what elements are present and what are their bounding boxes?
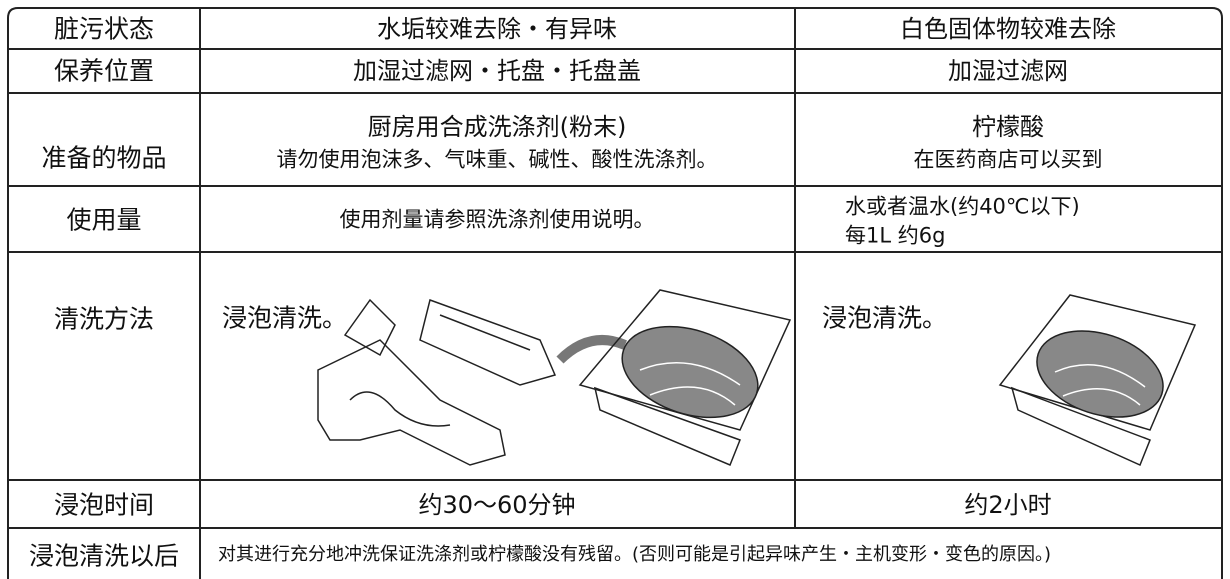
cell-note: 在医药商店可以买到 <box>913 147 1103 172</box>
cell-note: 请勿使用泡沫多、气味重、碱性、酸性洗涤剂。 <box>276 147 718 172</box>
cell-line: 每1L 约6g <box>845 223 946 248</box>
row-label: 清洗方法 <box>53 304 155 334</box>
cell-title: 厨房用合成洗涤剂(粉末) <box>367 113 627 141</box>
cell: 加湿过滤网 <box>948 57 1068 85</box>
cell: 约2小时 <box>964 491 1052 519</box>
row-label: 准备的物品 <box>41 143 167 173</box>
cell: 约30～60分钟 <box>418 491 576 519</box>
row-label: 脏污状态 <box>53 14 155 44</box>
illustration-parts <box>317 298 557 466</box>
row-label: 使用量 <box>66 205 142 235</box>
cell: 浸泡清洗。 <box>222 303 348 333</box>
row-label: 浸泡清洗以后 <box>28 541 180 571</box>
cell: 水垢较难去除・有异味 <box>377 15 617 43</box>
cell-title: 柠檬酸 <box>972 113 1044 141</box>
cell: 对其进行充分地冲洗保证洗涤剂或柠檬酸没有残留。(否则可能是引起异味产生・主机变形… <box>218 544 1052 565</box>
arrow <box>556 335 627 364</box>
cell: 使用剂量请参照洗涤剂使用说明。 <box>339 207 655 232</box>
cell: 白色固体物较难去除 <box>900 15 1116 43</box>
illustration-tub <box>998 294 1197 467</box>
cell: 加湿过滤网・托盘・托盘盖 <box>353 57 641 85</box>
illustration-tub <box>578 289 792 466</box>
row-label: 保养位置 <box>53 56 155 86</box>
cell-line: 水或者温水(约40℃以下) <box>845 194 1080 219</box>
cell: 浸泡清洗。 <box>822 303 948 333</box>
row-label: 浸泡时间 <box>53 490 155 520</box>
